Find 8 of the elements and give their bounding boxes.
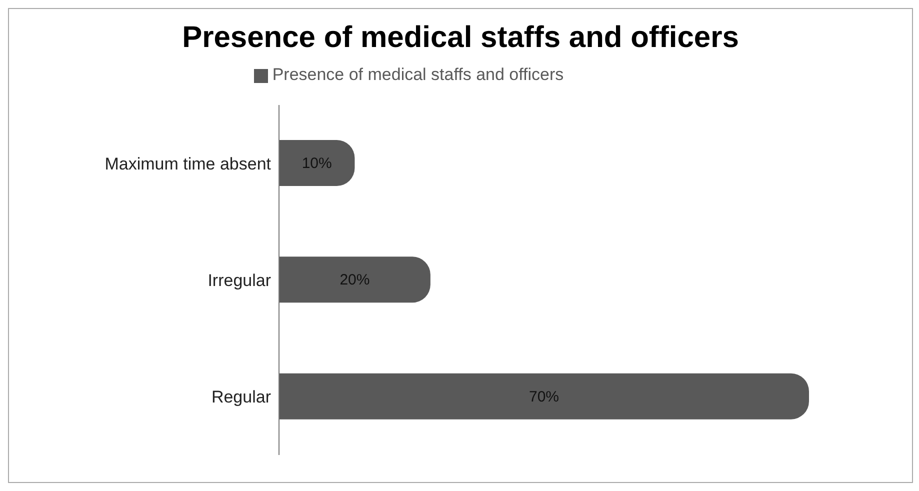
data-label: 70% <box>528 388 560 406</box>
y-tick-label: Regular <box>211 388 272 407</box>
legend-label: Presence of medical staffs and officers <box>272 65 564 84</box>
y-tick-label: Irregular <box>208 271 272 290</box>
data-label: 20% <box>340 272 370 289</box>
y-tick-label: Maximum time absent <box>104 154 272 174</box>
data-label: 10% <box>302 155 332 172</box>
chart-title: Presence of medical staffs and officers <box>181 21 740 55</box>
